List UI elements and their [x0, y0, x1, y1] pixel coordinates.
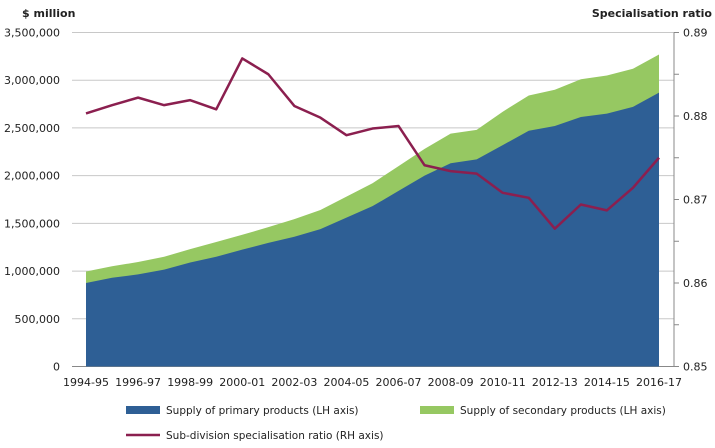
x-tick-label: 2006-07	[376, 376, 422, 389]
x-tick-label: 1994-95	[63, 376, 109, 389]
left-tick-label: 2,000,000	[4, 170, 60, 183]
left-axis-title: $ million	[22, 7, 75, 20]
x-tick-label: 2014-15	[584, 376, 630, 389]
right-tick-label: 0.86	[683, 277, 708, 290]
right-tick-label: 0.85	[683, 361, 708, 374]
legend-label-ratio: Sub-division specialisation ratio (RH ax…	[166, 430, 384, 442]
left-tick-label: 0	[53, 361, 60, 374]
right-tick-label: 0.89	[683, 27, 708, 40]
left-tick-label: 1,500,000	[4, 217, 60, 230]
legend: Supply of primary products (LH axis) Sup…	[126, 405, 666, 442]
x-tick-label: 2008-09	[428, 376, 474, 389]
legend-label-secondary: Supply of secondary products (LH axis)	[460, 405, 666, 417]
x-tick-label: 1996-97	[115, 376, 161, 389]
area-primary-products	[86, 93, 659, 367]
legend-label-primary: Supply of primary products (LH axis)	[166, 405, 359, 417]
x-tick-label: 2000-01	[219, 376, 265, 389]
right-tick-label: 0.88	[683, 110, 708, 123]
legend-swatch-secondary	[420, 406, 454, 414]
x-tick-label: 2016-17	[636, 376, 682, 389]
x-tick-label: 2004-05	[323, 376, 369, 389]
x-tick-label: 2012-13	[532, 376, 578, 389]
x-tick-label: 1998-99	[167, 376, 213, 389]
left-tick-label: 3,500,000	[4, 27, 60, 40]
left-tick-label: 3,000,000	[4, 74, 60, 87]
right-tick-label: 0.87	[683, 194, 708, 207]
left-tick-label: 1,000,000	[4, 265, 60, 278]
left-tick-label: 500,000	[15, 313, 61, 326]
x-tick-label: 2002-03	[271, 376, 317, 389]
x-tick-label: 2010-11	[480, 376, 526, 389]
right-axis-title: Specialisation ratio	[592, 7, 713, 20]
legend-swatch-primary	[126, 406, 160, 414]
left-tick-label: 2,500,000	[4, 122, 60, 135]
